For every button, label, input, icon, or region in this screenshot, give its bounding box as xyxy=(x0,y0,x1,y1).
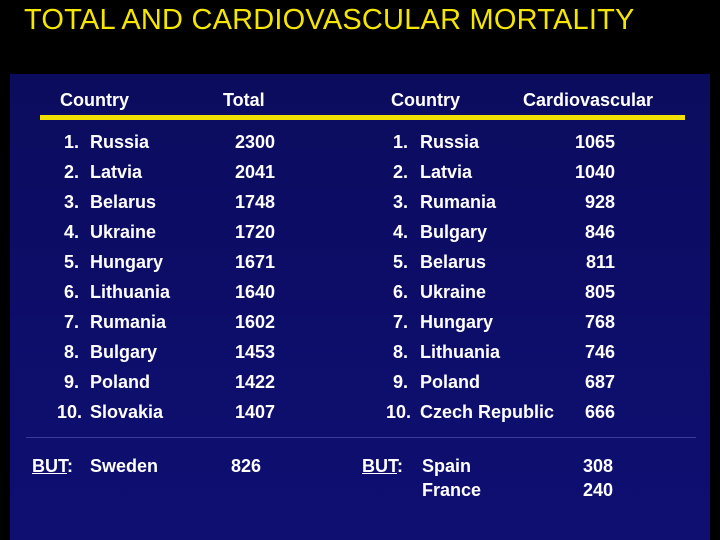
row-country: Bulgary xyxy=(420,222,488,242)
row-country: Poland xyxy=(90,372,151,392)
row-country: Czech Republic xyxy=(420,402,555,422)
table-panel xyxy=(10,74,710,540)
footer-left-country: Sweden xyxy=(90,456,159,476)
row-rank: 4. xyxy=(63,222,79,242)
header-total: Total xyxy=(223,90,265,110)
row-country: Lithuania xyxy=(420,342,500,362)
but-colon: : xyxy=(397,456,403,476)
row-rank: 3. xyxy=(63,192,79,212)
row-country: Slovakia xyxy=(90,402,164,422)
row-rank: 6. xyxy=(63,282,79,302)
row-value: 1671 xyxy=(234,252,275,272)
row-country: Latvia xyxy=(420,162,473,182)
row-rank: 9. xyxy=(63,372,79,392)
but-colon: : xyxy=(67,456,73,476)
row-value: 2041 xyxy=(234,162,275,182)
row-value: 687 xyxy=(584,372,615,392)
footer-right-country-1: Spain xyxy=(422,456,472,476)
row-rank: 2. xyxy=(392,162,408,182)
but-label: BUT xyxy=(362,456,397,476)
row-value: 666 xyxy=(584,402,615,422)
row-rank: 6. xyxy=(392,282,408,302)
row-rank: 7. xyxy=(392,312,408,332)
row-rank: 8. xyxy=(63,342,79,362)
row-country: Belarus xyxy=(90,192,157,212)
row-country: Lithuania xyxy=(90,282,170,302)
row-rank: 2. xyxy=(63,162,79,182)
row-value: 805 xyxy=(584,282,615,302)
row-country: Rumania xyxy=(420,192,497,212)
row-country: Russia xyxy=(90,132,150,152)
row-value: 1748 xyxy=(234,192,275,212)
row-country: Rumania xyxy=(90,312,167,332)
row-value: 928 xyxy=(584,192,615,212)
header-divider xyxy=(40,115,685,120)
footer-right-but: BUT: xyxy=(362,456,403,477)
row-rank: 5. xyxy=(63,252,79,272)
footer-left-value: 826 xyxy=(231,456,262,476)
row-rank: 1. xyxy=(392,132,408,152)
row-value: 1602 xyxy=(234,312,275,332)
row-country: Belarus xyxy=(420,252,487,272)
row-rank: 1. xyxy=(63,132,79,152)
footer-right-country-2: France xyxy=(422,480,482,500)
row-value: 768 xyxy=(584,312,615,332)
footer-divider xyxy=(26,437,696,438)
row-value: 811 xyxy=(585,252,615,272)
row-rank: 10. xyxy=(386,402,412,422)
row-country: Hungary xyxy=(420,312,494,332)
row-value: 1065 xyxy=(574,132,615,152)
row-country: Hungary xyxy=(90,252,164,272)
row-value: 1407 xyxy=(234,402,275,422)
row-country: Bulgary xyxy=(90,342,158,362)
row-country: Ukraine xyxy=(420,282,487,302)
row-country: Latvia xyxy=(90,162,143,182)
row-rank: 9. xyxy=(392,372,408,392)
row-value: 1040 xyxy=(574,162,615,182)
row-rank: 8. xyxy=(392,342,408,362)
row-value: 846 xyxy=(584,222,615,242)
footer-left-but: BUT: xyxy=(32,456,73,477)
row-value: 1640 xyxy=(234,282,275,302)
slide-title: TOTAL AND CARDIOVASCULAR MORTALITY xyxy=(24,4,635,36)
footer-right-value-1: 308 xyxy=(583,456,614,476)
row-country: Ukraine xyxy=(90,222,157,242)
header-country-left: Country xyxy=(60,90,129,110)
row-value: 1453 xyxy=(234,342,275,362)
row-value: 746 xyxy=(584,342,615,362)
row-rank: 4. xyxy=(392,222,408,242)
row-rank: 7. xyxy=(63,312,79,332)
row-country: Russia xyxy=(420,132,480,152)
header-cardiovascular: Cardiovascular xyxy=(523,90,654,110)
row-rank: 3. xyxy=(392,192,408,212)
but-label: BUT xyxy=(32,456,67,476)
row-rank: 5. xyxy=(392,252,408,272)
row-rank: 10. xyxy=(57,402,83,422)
row-value: 2300 xyxy=(234,132,275,152)
header-country-right: Country xyxy=(391,90,460,110)
footer-right-value-2: 240 xyxy=(583,480,614,500)
row-value: 1720 xyxy=(234,222,275,242)
row-value: 1422 xyxy=(234,372,275,392)
row-country: Poland xyxy=(420,372,481,392)
